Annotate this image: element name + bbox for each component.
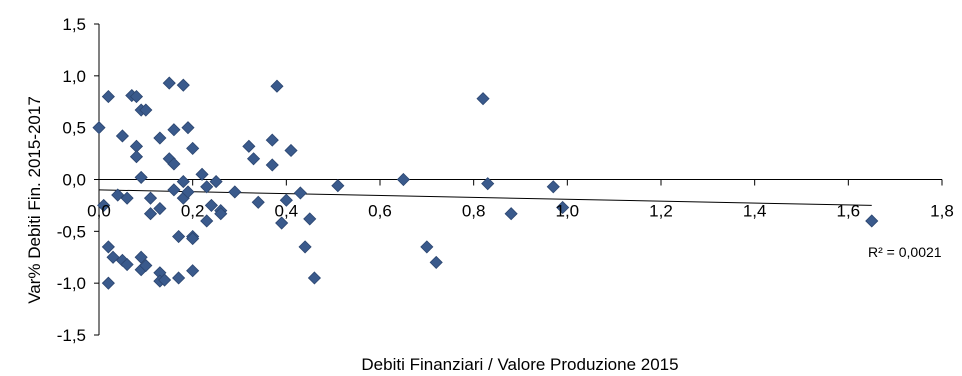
r-squared-annotation: R² = 0,0021	[868, 244, 942, 260]
data-point	[303, 212, 317, 226]
data-point	[101, 240, 115, 254]
data-point	[331, 179, 345, 193]
y-axis-title: Var% Debiti Fin. 2015-2017	[25, 96, 44, 304]
data-point	[186, 264, 200, 278]
data-point	[209, 175, 223, 189]
data-point	[153, 201, 167, 216]
data-point	[200, 180, 214, 194]
y-tick-label: -1,5	[57, 326, 86, 345]
data-point	[129, 90, 144, 104]
data-point	[476, 92, 490, 106]
y-tick-label: 1,5	[62, 15, 86, 34]
data-point	[504, 207, 518, 221]
y-tick-label: 0,5	[62, 119, 86, 138]
data-point	[481, 177, 495, 191]
data-point	[172, 271, 186, 285]
data-point	[251, 195, 265, 209]
x-tick-label: 1,2	[649, 202, 673, 221]
data-point	[181, 121, 195, 135]
data-points	[92, 76, 879, 290]
data-point	[214, 207, 228, 221]
data-point	[139, 103, 153, 117]
data-point	[129, 150, 144, 164]
data-point	[92, 121, 106, 135]
data-point	[120, 257, 134, 272]
trendline-group	[98, 189, 872, 206]
data-point	[143, 207, 158, 221]
x-tick-label: 1,4	[743, 202, 767, 221]
data-point	[865, 214, 879, 228]
data-point	[429, 255, 443, 269]
y-tick-label: 0,0	[62, 171, 86, 190]
data-point	[186, 141, 200, 155]
data-point	[101, 90, 115, 104]
data-point	[265, 133, 279, 147]
data-point	[246, 152, 261, 166]
data-point	[284, 143, 298, 158]
data-point	[158, 273, 172, 287]
x-tick-label: 0,2	[181, 202, 205, 221]
data-point	[115, 129, 129, 143]
trendline	[98, 189, 872, 206]
data-point	[293, 186, 307, 200]
data-point	[139, 258, 153, 273]
y-tick-label: -0,5	[57, 222, 86, 241]
data-point	[167, 157, 181, 171]
data-point	[270, 79, 284, 93]
data-point	[556, 200, 570, 215]
data-point	[195, 167, 209, 181]
data-point	[228, 185, 242, 199]
data-point	[546, 180, 560, 194]
axes	[94, 23, 943, 336]
data-point	[279, 193, 293, 207]
data-point	[167, 123, 181, 137]
data-point	[307, 271, 321, 285]
data-point	[162, 76, 176, 90]
data-point	[134, 170, 148, 184]
data-point	[120, 191, 134, 205]
axis-labels: 1,51,00,50,0-0,5-1,0-1,50,0 0,2 0,4 0,6 0,8 1…	[57, 15, 954, 345]
data-point	[181, 185, 195, 199]
data-point	[153, 131, 167, 145]
data-point	[242, 139, 256, 153]
data-point	[396, 172, 410, 187]
data-point	[101, 276, 115, 290]
x-tick-label: 1,0	[556, 202, 580, 221]
data-point	[275, 216, 289, 230]
x-tick-label: 0,4	[275, 202, 299, 221]
data-point	[200, 214, 214, 228]
y-tick-label: -1,0	[57, 274, 86, 293]
x-tick-label: 1,8	[930, 202, 954, 221]
data-point	[176, 78, 190, 92]
x-tick-label: 0,8	[462, 202, 486, 221]
x-axis-title: Debiti Finanziari / Valore Produzione 20…	[361, 355, 678, 374]
x-tick-label: 1,6	[837, 202, 861, 221]
data-point	[420, 240, 434, 254]
data-point	[298, 240, 312, 254]
data-point	[265, 158, 279, 172]
data-point	[186, 232, 200, 246]
data-point	[204, 198, 218, 212]
data-point	[97, 198, 111, 212]
data-point	[176, 175, 190, 189]
data-point	[143, 191, 158, 205]
x-tick-label: 0,0	[87, 202, 111, 221]
y-tick-label: 1,0	[62, 67, 86, 86]
x-tick-label: 0,6	[368, 202, 392, 221]
data-point	[172, 229, 186, 244]
data-point	[167, 183, 181, 197]
